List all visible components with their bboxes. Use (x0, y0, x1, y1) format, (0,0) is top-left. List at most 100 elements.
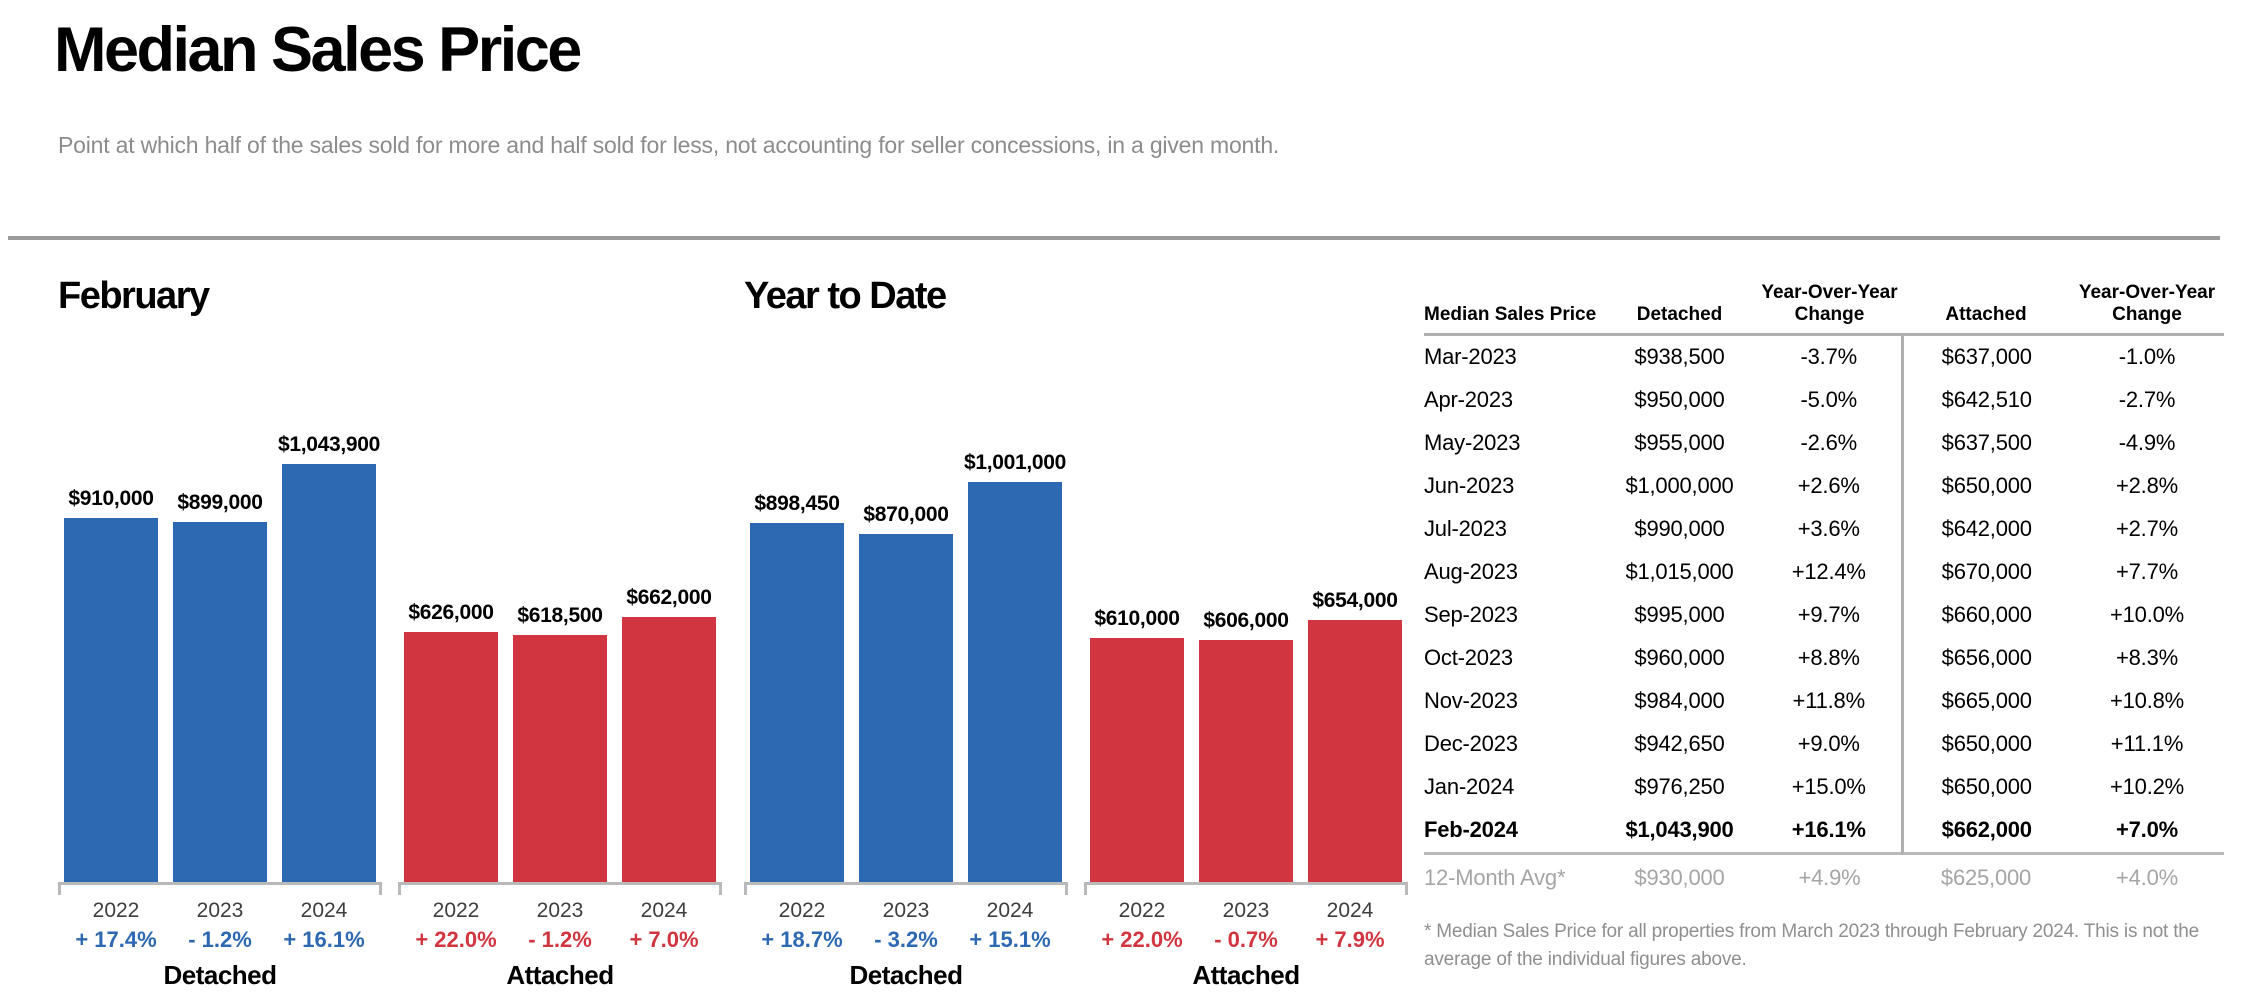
change-label: + 7.0% (629, 927, 699, 952)
cell-detached-yoy: +3.6% (1797, 516, 1860, 542)
table-row: Nov-2023 $984,000 +11.8% $665,000 +10.8% (1424, 679, 2224, 723)
cell-detached-yoy: +8.8% (1797, 645, 1860, 671)
cell-attached-price: $642,000 (1900, 507, 2070, 551)
change-label: - 0.7% (1214, 927, 1278, 952)
table-row: Jan-2024 $976,250 +15.0% $650,000 +10.2% (1424, 765, 2224, 809)
bar-col-2023: $618,500 (513, 604, 607, 882)
cell-month: 12-Month Avg* (1424, 851, 1602, 902)
table-row-12-month-avg: 12-Month Avg* $930,000 +4.9% $625,000 +4… (1424, 851, 2224, 902)
year-labels: 2022 2023 2024 (58, 899, 382, 923)
cell-attached-price: $642,510 (1900, 378, 2070, 422)
cell-attached-yoy: -1.0% (2118, 344, 2176, 370)
bar-value-label: $654,000 (1312, 589, 1398, 612)
cell-detached-yoy: +15.0% (1791, 774, 1866, 800)
cell-detached-price: $976,250 (1634, 774, 1725, 800)
cell-attached-yoy: -4.9% (2118, 430, 2176, 456)
bar (622, 617, 716, 882)
bar (513, 635, 607, 882)
cell-month: Feb-2024 (1424, 817, 1518, 843)
cell-month: Dec-2023 (1424, 731, 1518, 757)
page-subtitle: Point at which half of the sales sold fo… (58, 132, 1280, 158)
cell-month: Jan-2024 (1424, 774, 1515, 800)
bar-col-2024: $1,043,900 (278, 433, 380, 882)
bar-value-label: $1,001,000 (963, 451, 1067, 474)
cell-detached-price: $938,500 (1634, 344, 1725, 370)
bar-col-2022: $610,000 (1090, 607, 1184, 882)
cell-month: Jun-2023 (1424, 473, 1515, 499)
axis-bracket (1084, 882, 1408, 895)
bar (859, 534, 953, 882)
header-yoy-change-attached: Year-Over-Year Change (2070, 282, 2224, 336)
cell-detached-yoy: -2.6% (1800, 430, 1858, 456)
change-label: + 18.7% (761, 927, 843, 952)
bar-col-2022: $910,000 (64, 487, 158, 882)
bar-value-label: $618,500 (517, 604, 603, 627)
header-divider (8, 236, 2220, 240)
group-label-detached: Detached (849, 960, 963, 990)
year-labels: 2022 2023 2024 (744, 899, 1068, 923)
cell-attached-yoy: +7.7% (2116, 559, 2178, 585)
change-label: - 1.2% (528, 927, 592, 952)
bar-value-label: $910,000 (68, 487, 154, 510)
table-row: Jun-2023 $1,000,000 +2.6% $650,000 +2.8% (1424, 464, 2224, 508)
page-title: Median Sales Price (54, 15, 582, 85)
change-label: + 22.0% (1101, 927, 1183, 952)
bar (64, 518, 158, 882)
year-label: 2024 (1326, 899, 1374, 922)
cell-attached-price: $650,000 (1900, 722, 2070, 766)
bar (173, 522, 267, 882)
axis-bracket (58, 882, 382, 895)
cell-detached-yoy: +4.9% (1757, 851, 1902, 902)
table-header-row: Median Sales Price Detached Year-Over-Ye… (1424, 282, 2224, 336)
change-label: + 15.1% (969, 927, 1051, 952)
table-row: Dec-2023 $942,650 +9.0% $650,000 +11.1% (1424, 722, 2224, 766)
group-label-attached: Attached (1192, 960, 1300, 990)
chart-title-year-to-date: Year to Date (744, 275, 947, 317)
header-detached: Detached (1602, 282, 1757, 336)
cell-attached-price: $665,000 (1900, 679, 2070, 723)
change-label: - 1.2% (188, 927, 252, 952)
cell-detached-yoy: +16.1% (1791, 817, 1866, 843)
bar-col-2024: $662,000 (622, 586, 716, 882)
bar-value-label: $898,450 (754, 492, 840, 515)
bar-value-label: $1,043,900 (277, 433, 381, 456)
header-median-sales-price: Median Sales Price (1424, 282, 1602, 336)
cell-attached-yoy: +10.8% (2109, 688, 2185, 714)
cell-month: Nov-2023 (1424, 688, 1518, 714)
table-row-current-month: Feb-2024 $1,043,900 +16.1% $662,000 +7.0… (1424, 808, 2224, 854)
bar (968, 482, 1062, 882)
year-label: 2023 (1222, 899, 1270, 922)
bars-area: $626,000 $618,500 $662,000 (398, 324, 722, 882)
chart-february: February $910,000 $899,000 $1,043,900 (58, 276, 722, 991)
bars-area: $910,000 $899,000 $1,043,900 (58, 324, 382, 882)
axis-bracket (398, 882, 722, 895)
bar-value-label: $899,000 (177, 491, 263, 514)
cell-detached-price: $984,000 (1634, 688, 1725, 714)
bar-value-label: $606,000 (1203, 609, 1289, 632)
table-footnote: * Median Sales Price for all properties … (1424, 920, 2200, 971)
cell-attached-price: $637,500 (1900, 421, 2070, 465)
cell-detached-price: $950,000 (1634, 387, 1725, 413)
cell-attached-yoy: +4.0% (2070, 851, 2224, 902)
table-row: Sep-2023 $995,000 +9.7% $660,000 +10.0% (1424, 593, 2224, 637)
cell-detached-yoy: +11.8% (1792, 688, 1866, 714)
cell-attached-price: $660,000 (1900, 593, 2070, 637)
cell-attached-yoy: +2.8% (2116, 473, 2178, 499)
bar-group-ytd-attached: $610,000 $606,000 $654,000 2022 202 (1084, 324, 1408, 991)
cell-attached-yoy: +7.0% (2116, 817, 2178, 843)
bar-col-2022: $626,000 (404, 601, 498, 882)
cell-month: May-2023 (1424, 430, 1521, 456)
axis-bracket (744, 882, 1068, 895)
change-labels: + 22.0% - 1.2% + 7.0% (398, 927, 722, 953)
monthly-stats-section: Median Sales Price Detached Year-Over-Ye… (1424, 282, 2226, 975)
bar-value-label: $870,000 (863, 503, 949, 526)
bar-group-february-attached: $626,000 $618,500 $662,000 2022 202 (398, 324, 722, 991)
cell-detached-price: $990,000 (1634, 516, 1725, 542)
year-label: 2022 (432, 899, 480, 922)
header-attached: Attached (1902, 282, 2070, 336)
cell-month: Apr-2023 (1424, 387, 1513, 413)
cell-month: Mar-2023 (1424, 344, 1517, 370)
cell-month: Oct-2023 (1424, 645, 1513, 671)
year-label: 2023 (536, 899, 584, 922)
